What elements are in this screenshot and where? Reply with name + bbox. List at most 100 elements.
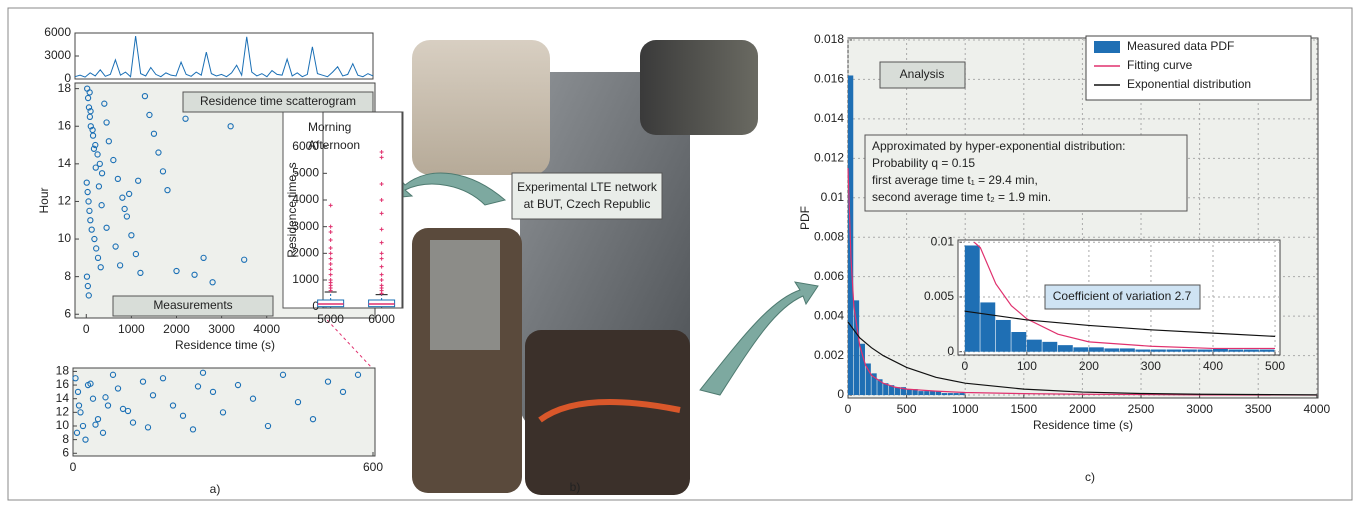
x-tick-label: 0	[83, 322, 90, 336]
y-tick-label: 6000	[44, 25, 71, 39]
x-tick-label: 4000	[1303, 402, 1330, 416]
x-tick-label: 4000	[253, 322, 280, 336]
caption: Experimental LTE network	[517, 180, 658, 194]
annotation: Coefficient of variation 2.7	[1053, 289, 1192, 303]
x-tick-label: 5000	[317, 312, 344, 326]
x-tick-label: 600	[363, 460, 383, 474]
y-tick-label: 0.004	[814, 308, 844, 322]
y-tick-label: 0.002	[814, 348, 844, 362]
note: second average time t₂ = 1.9 min.	[872, 190, 1051, 204]
x-axis-label: Residence time (s)	[175, 338, 275, 352]
legend-label: Measured data PDF	[1127, 39, 1234, 53]
x-tick-label: 3500	[1245, 402, 1272, 416]
bar	[930, 391, 935, 395]
bar	[959, 393, 964, 395]
bar	[1027, 340, 1042, 352]
y-tick-label: 18	[58, 81, 72, 95]
x-tick-label: 2000	[1069, 402, 1096, 416]
x-tick-label: 500	[897, 402, 917, 416]
panel-label: a)	[210, 482, 221, 496]
photo-antenna	[412, 40, 550, 175]
legend-label: Fitting curve	[1127, 58, 1193, 72]
bar	[942, 393, 947, 395]
y-tick-label: 0.012	[814, 151, 844, 165]
bar	[866, 363, 871, 395]
y-tick-label: 12	[56, 405, 70, 419]
x-tick-label: 0	[845, 402, 852, 416]
annotation: Analysis	[900, 67, 945, 81]
plot-area	[73, 368, 375, 456]
bar	[1089, 347, 1104, 351]
legend-label: Exponential distribution	[1127, 77, 1251, 91]
bar	[1011, 332, 1026, 352]
y-tick-label: 3000	[44, 48, 71, 62]
bar	[1042, 342, 1057, 352]
bar	[996, 320, 1011, 352]
y-tick-label: 1000	[292, 272, 319, 286]
bar	[1058, 345, 1073, 352]
legend-label: Afternoon	[308, 138, 360, 152]
x-tick-label: 100	[1017, 359, 1037, 373]
bar	[1166, 350, 1181, 352]
bar	[948, 393, 953, 395]
arrow	[390, 173, 505, 205]
x-tick-label: 6000	[368, 312, 395, 326]
y-tick-label: 0	[837, 387, 844, 401]
bar	[1182, 350, 1197, 352]
x-tick-label: 200	[1079, 359, 1099, 373]
annotation: Measurements	[153, 298, 232, 312]
y-tick-label: 16	[58, 118, 72, 132]
note: Probability q = 0.15	[872, 156, 975, 170]
x-tick-label: 1000	[952, 402, 979, 416]
y-tick-label: 0.018	[814, 32, 844, 46]
y-tick-label: 10	[58, 231, 72, 245]
bar	[1260, 350, 1275, 352]
x-tick-label: 2000	[163, 322, 190, 336]
bar	[1120, 348, 1135, 351]
bar	[953, 393, 958, 395]
bar	[918, 391, 923, 395]
bar	[1229, 350, 1244, 352]
y-tick-label: 14	[56, 391, 70, 405]
bar	[965, 245, 980, 351]
x-tick-label: 400	[1203, 359, 1223, 373]
figure: a)b)c)Experimental LTE networkat BUT, Cz…	[0, 0, 1360, 517]
x-axis-label: Residence time (s)	[1033, 418, 1133, 432]
x-tick-label: 0	[961, 359, 968, 373]
legend-swatch	[1094, 41, 1120, 53]
x-tick-label: 0	[70, 460, 77, 474]
bar	[1104, 348, 1119, 351]
bar	[1244, 350, 1259, 352]
arrow	[700, 282, 818, 395]
panel-label: b)	[570, 480, 581, 494]
y-tick-label: 0	[947, 344, 954, 358]
y-tick-label: 6	[62, 445, 69, 459]
y-axis-label: PDF	[798, 206, 812, 230]
x-tick-label: 300	[1141, 359, 1161, 373]
x-tick-label: 500	[1265, 359, 1285, 373]
y-axis-label: Hour	[37, 187, 51, 213]
annotation: Residence time scatterogram	[200, 94, 356, 108]
x-tick-label: 3000	[208, 322, 235, 336]
photo-detail	[430, 240, 500, 350]
y-tick-label: 0.016	[814, 72, 844, 86]
y-tick-label: 12	[58, 194, 72, 208]
y-tick-label: 10	[56, 418, 70, 432]
panel-label: c)	[1085, 470, 1095, 484]
x-tick-label: 2500	[1128, 402, 1155, 416]
y-tick-label: 0.005	[924, 289, 954, 303]
y-tick-label: 0.006	[814, 269, 844, 283]
y-tick-label: 8	[62, 432, 69, 446]
y-tick-label: 14	[58, 156, 72, 170]
y-tick-label: 0.01	[931, 234, 955, 248]
note: Approximated by hyper-exponential distri…	[872, 139, 1125, 153]
bar	[1197, 350, 1212, 352]
x-tick-label: 3000	[1186, 402, 1213, 416]
bar	[1073, 347, 1088, 351]
y-tick-label: 0.01	[821, 190, 845, 204]
y-tick-label: 0.008	[814, 229, 844, 243]
legend-label: Morning	[308, 120, 351, 134]
note: first average time t₁ = 29.4 min,	[872, 173, 1038, 187]
bar	[1135, 350, 1150, 352]
y-axis-label: Residence time, s	[285, 162, 299, 257]
